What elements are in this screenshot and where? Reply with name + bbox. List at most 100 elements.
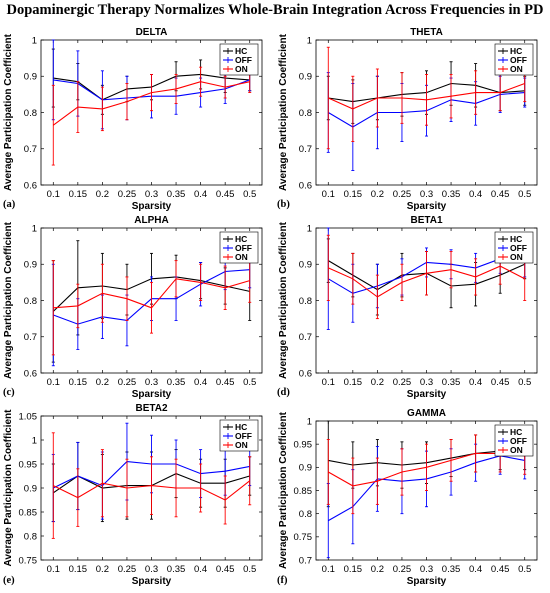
chart-panel-gamma: GAMMA 0.7 0.75 0.8 0.85 0.9 0.95 1 0.1 0.15 0.2 0.2… <box>277 408 538 587</box>
legend-label: ON <box>235 440 248 450</box>
legend-label: OFF <box>510 436 527 446</box>
y-tick-label: 0.8 <box>299 509 312 520</box>
y-tick-label: 0.9 <box>24 72 37 83</box>
panel-title: DELTA <box>136 27 168 38</box>
x-tick-label: 0.4 <box>469 377 482 388</box>
x-tick-label: 0.4 <box>194 189 207 200</box>
y-tick-label: 0.7 <box>299 332 312 343</box>
x-axis-title: Sparsity <box>407 576 447 587</box>
x-tick-label: 0.15 <box>344 189 363 200</box>
legend-label: OFF <box>510 55 527 65</box>
x-tick-label: 0.25 <box>118 189 137 200</box>
legend-label: HC <box>235 46 247 56</box>
x-tick-label: 0.3 <box>145 564 158 575</box>
y-tick-label: 1.05 <box>19 411 38 422</box>
x-axis-title: Sparsity <box>407 201 447 212</box>
y-axis-title: Average Participation Coefficient <box>278 221 289 379</box>
panel-letter: (f) <box>277 575 288 586</box>
y-tick-label: 0.8 <box>299 108 312 119</box>
panel-letter: (e) <box>3 575 15 586</box>
panel-title: ALPHA <box>134 215 168 226</box>
series-on <box>326 434 527 515</box>
legend-label: ON <box>510 445 523 455</box>
legend-label: HC <box>510 234 522 244</box>
x-axis-title: Sparsity <box>132 576 172 587</box>
x-tick-label: 0.45 <box>491 189 510 200</box>
x-tick-label: 0.1 <box>47 564 60 575</box>
y-tick-label: 0.8 <box>24 531 37 542</box>
legend-label: OFF <box>235 243 252 253</box>
series-on <box>51 432 252 539</box>
x-tick-label: 0.15 <box>344 564 363 575</box>
x-tick-label: 0.3 <box>145 377 158 388</box>
y-tick-label: 0.7 <box>299 555 312 566</box>
y-tick-label: 1 <box>32 35 37 46</box>
x-tick-label: 0.15 <box>69 189 88 200</box>
x-tick-label: 0.15 <box>69 564 88 575</box>
x-tick-label: 0.25 <box>118 564 137 575</box>
series-line <box>53 278 250 309</box>
y-tick-label: 0.8 <box>24 296 37 307</box>
y-tick-label: 0.85 <box>294 486 313 497</box>
x-tick-label: 0.1 <box>322 564 335 575</box>
chart-panel-theta: THETA 0.6 0.7 0.8 0.9 1 0.1 0.15 0.2 0.25 0.3 0.35 0… <box>277 27 538 212</box>
x-tick-label: 0.45 <box>216 564 235 575</box>
x-tick-label: 0.35 <box>167 189 186 200</box>
y-tick-label: 1 <box>307 35 312 46</box>
x-axis-title: Sparsity <box>132 389 172 400</box>
y-tick-label: 1 <box>32 435 37 446</box>
series-on <box>51 66 252 166</box>
y-tick-label: 0.9 <box>299 463 312 474</box>
y-tick-label: 0.75 <box>19 555 38 566</box>
x-tick-label: 0.25 <box>118 377 137 388</box>
y-axis-title: Average Participation Coefficient <box>278 411 289 569</box>
x-axis-title: Sparsity <box>132 201 172 212</box>
y-tick-label: 0.8 <box>299 296 312 307</box>
legend-label: ON <box>510 252 523 262</box>
y-tick-label: 1 <box>307 223 312 234</box>
series-on <box>326 234 527 320</box>
chart-panel-delta: DELTA 0.6 0.7 0.8 0.9 1 0.1 0.15 0.2 0.25 0.3 0.35 0… <box>3 27 263 212</box>
x-tick-label: 0.25 <box>393 189 412 200</box>
x-tick-label: 0.5 <box>243 377 256 388</box>
x-tick-label: 0.3 <box>420 189 433 200</box>
x-tick-label: 0.4 <box>194 564 207 575</box>
panel-title: THETA <box>410 27 443 38</box>
x-tick-label: 0.2 <box>96 377 109 388</box>
x-tick-label: 0.45 <box>216 377 235 388</box>
x-tick-label: 0.2 <box>371 189 384 200</box>
x-tick-label: 0.3 <box>420 377 433 388</box>
legend-label: HC <box>510 46 522 56</box>
y-tick-label: 0.7 <box>299 144 312 155</box>
series-line <box>53 480 251 501</box>
y-tick-label: 0.9 <box>299 72 312 83</box>
series-line <box>328 265 525 298</box>
x-tick-label: 0.35 <box>442 377 461 388</box>
series-line <box>328 452 525 487</box>
y-tick-label: 0.95 <box>19 459 38 470</box>
y-tick-label: 1 <box>32 223 37 234</box>
y-tick-label: 0.6 <box>24 180 37 191</box>
legend-label: ON <box>235 252 248 262</box>
y-tick-label: 0.85 <box>19 507 38 518</box>
x-tick-label: 0.5 <box>518 564 531 575</box>
legend-label: HC <box>510 427 522 437</box>
panel-letter: (a) <box>3 199 16 210</box>
x-tick-label: 0.5 <box>243 189 256 200</box>
x-tick-label: 0.1 <box>47 377 60 388</box>
x-tick-label: 0.15 <box>344 377 363 388</box>
x-tick-label: 0.2 <box>371 564 384 575</box>
y-tick-label: 0.9 <box>299 260 312 271</box>
figure-title: Dopaminergic Therapy Normalizes Whole-Br… <box>6 2 544 18</box>
panel-letter: (d) <box>277 387 290 398</box>
x-tick-label: 0.25 <box>393 564 412 575</box>
x-tick-label: 0.5 <box>243 564 256 575</box>
x-tick-label: 0.1 <box>47 189 60 200</box>
x-tick-label: 0.1 <box>322 189 335 200</box>
y-tick-label: 0.6 <box>299 368 312 379</box>
panel-letter: (b) <box>277 199 290 210</box>
